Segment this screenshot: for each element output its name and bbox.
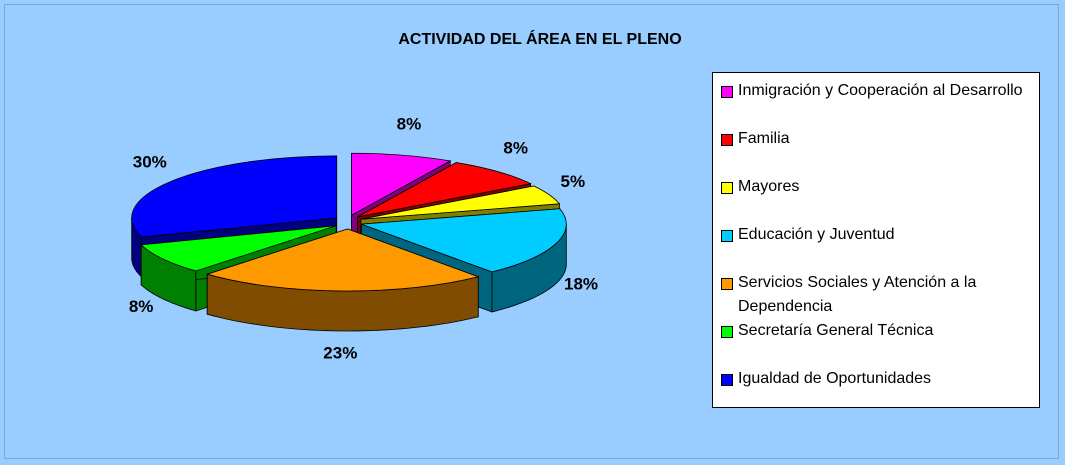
legend-swatch — [721, 86, 733, 98]
legend-item: Educación y Juventud — [721, 223, 1035, 271]
legend-swatch — [721, 182, 733, 194]
legend-label: Servicios Sociales y Atención a la Depen… — [738, 274, 977, 315]
legend-swatch — [721, 374, 733, 386]
legend-label: Igualdad de Oportunidades — [738, 370, 932, 387]
legend-label: Secretaría General Técnica — [738, 322, 934, 339]
legend-label: Familia — [738, 130, 790, 147]
legend-item: Secretaría General Técnica — [721, 319, 1035, 367]
pie-slice — [357, 162, 532, 218]
pie-slice — [360, 185, 561, 220]
data-label: 18% — [564, 274, 598, 293]
legend-item: Igualdad de Oportunidades — [721, 367, 1035, 415]
legend-item: Mayores — [721, 175, 1035, 223]
legend-label: Inmigración y Cooperación al Desarrollo — [738, 82, 1023, 99]
pie-slice — [205, 228, 480, 292]
legend-swatch — [721, 278, 733, 290]
legend-swatch — [721, 326, 733, 338]
data-label: 5% — [561, 172, 586, 191]
data-label: 30% — [133, 153, 167, 172]
slice-group — [205, 228, 480, 332]
chart-title: ACTIVIDAD DEL ÁREA EN EL PLENO — [398, 29, 681, 48]
data-label: 23% — [323, 343, 357, 362]
legend-item: Servicios Sociales y Atención a la Depen… — [721, 271, 1035, 319]
data-label: 8% — [503, 139, 528, 158]
pie-slice — [140, 225, 337, 272]
chart-frame — [4, 4, 1059, 459]
legend-item: Inmigración y Cooperación al Desarrollo — [721, 79, 1035, 127]
legend-swatch — [721, 134, 733, 146]
data-label: 8% — [129, 297, 154, 316]
legend-label: Educación y Juventud — [738, 226, 895, 243]
legend: Inmigración y Cooperación al Desarrollo F… — [712, 72, 1040, 408]
pie-slice — [361, 208, 567, 273]
legend-label: Mayores — [738, 178, 800, 195]
legend-item: Familia — [721, 127, 1035, 175]
data-label: 8% — [397, 115, 422, 134]
legend-swatch — [721, 230, 733, 242]
pie-slice — [131, 155, 338, 238]
pie-slice — [351, 152, 452, 216]
